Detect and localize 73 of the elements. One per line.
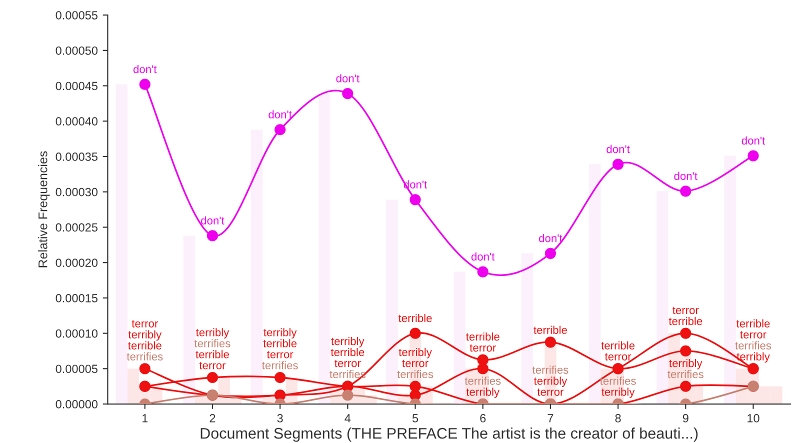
text: terror — [334, 360, 361, 368]
x-tick-label: 2 — [210, 414, 216, 422]
text: terrifies — [397, 370, 434, 378]
text: don't — [268, 110, 292, 118]
x-tick-label: 8 — [615, 414, 621, 422]
text: terrible — [196, 350, 229, 358]
text: terrifies — [126, 352, 163, 360]
x-tick-label: 1 — [142, 414, 148, 422]
y-tick-label: 0.00010 — [56, 329, 98, 338]
text: terribly — [736, 352, 770, 363]
text: terribly — [196, 328, 230, 338]
series-label: terrifies — [330, 370, 366, 378]
text: terribly — [669, 358, 702, 370]
text: terror — [740, 331, 766, 338]
text: terrible — [466, 332, 500, 341]
x-tick-label: 5 — [412, 414, 418, 422]
y-tick-label: 0.00005 — [56, 364, 98, 374]
text: don't — [674, 172, 698, 180]
text: terrifies — [600, 376, 636, 385]
text: don't — [742, 136, 766, 145]
text: terribly — [534, 376, 568, 388]
series-label: don't — [201, 216, 224, 225]
text: terrible — [398, 314, 432, 322]
text: terror — [537, 388, 564, 396]
y-tick-label: 0.00050 — [56, 46, 98, 55]
text: terribly — [398, 348, 432, 358]
text: terrible — [668, 316, 702, 326]
text: terrifies — [464, 376, 501, 385]
text: terrifies — [668, 370, 704, 378]
series-label: terror — [604, 353, 632, 360]
text: terribly — [128, 330, 162, 341]
x-tick-label: 9 — [682, 414, 688, 422]
x-tick-label: 3 — [277, 414, 283, 422]
y-tick-label: 0.00055 — [56, 11, 98, 20]
text: don't — [133, 65, 157, 74]
text: don't — [539, 234, 562, 242]
text: terror — [470, 344, 496, 352]
text: terribly — [466, 388, 500, 398]
x-tick-label: 4 — [344, 414, 351, 422]
text: terribly — [264, 328, 297, 338]
y-tick-label: 0.00035 — [56, 152, 98, 161]
text: terrifies — [194, 339, 230, 348]
x-tick-label: 7 — [548, 414, 554, 422]
x-tick-label: 6 — [480, 414, 486, 422]
text: terrible — [736, 319, 770, 328]
text: terrible — [263, 339, 297, 348]
x-tick-label: 10 — [748, 414, 760, 422]
y-axis-title: Relative Frequencies — [38, 151, 50, 268]
text: terror — [132, 320, 158, 328]
y-tick-label: 0.00030 — [56, 188, 98, 196]
text: terrible — [330, 348, 364, 356]
y-tick-label: 0.00015 — [56, 294, 98, 302]
y-tick-label: 0.00000 — [56, 400, 98, 408]
text: terror — [199, 362, 226, 370]
text: don't — [336, 74, 360, 82]
text: don't — [606, 144, 630, 154]
y-tick-label: 0.00020 — [56, 258, 98, 267]
y-tick-label: 0.00045 — [56, 82, 98, 90]
text: terribly — [331, 336, 364, 348]
text: terrifies — [262, 361, 298, 370]
text: don't — [471, 252, 495, 261]
text: terror — [266, 351, 294, 358]
text: terrifies — [532, 366, 568, 374]
text: terror — [672, 306, 699, 314]
x-axis-title: Document Segments (THE PREFACE The artist is the creator of beauti...) — [200, 428, 698, 442]
series-label: terribly — [602, 388, 635, 398]
y-tick-label: 0.00025 — [56, 223, 98, 232]
text: terror — [402, 360, 428, 368]
text: terrible — [601, 341, 635, 350]
text: terrible — [128, 341, 162, 350]
series-label: terrible — [534, 326, 567, 334]
y-tick-label: 0.00040 — [56, 117, 98, 126]
text: terrifies — [735, 341, 772, 350]
